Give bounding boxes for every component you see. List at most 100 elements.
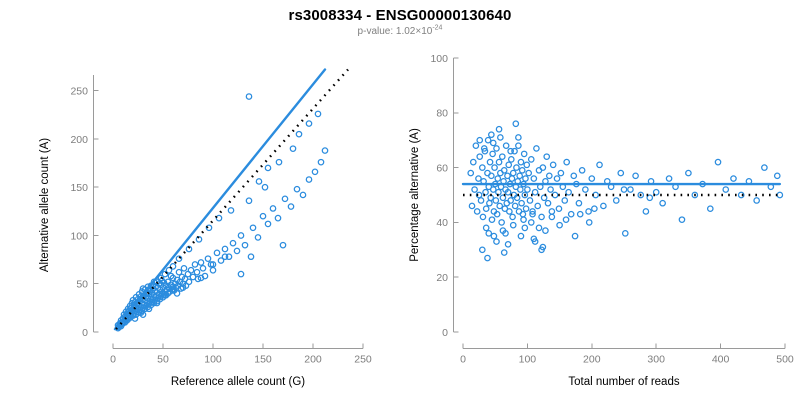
data-point	[588, 175, 596, 182]
pvalue-text: p-value: 1.02×10	[357, 26, 433, 37]
data-point	[209, 266, 217, 274]
data-point	[299, 191, 307, 199]
data-point	[531, 238, 539, 245]
data-point	[499, 194, 507, 202]
data-point	[531, 188, 539, 196]
data-point	[264, 164, 272, 172]
data-point	[499, 227, 507, 234]
trend-lines-layer	[461, 182, 782, 197]
data-point	[555, 205, 563, 213]
data-point	[517, 158, 525, 166]
data-point	[484, 254, 491, 262]
data-point	[544, 199, 552, 207]
y-axis-tick-label: 150	[70, 182, 88, 194]
pvalue-exponent: -24	[432, 24, 443, 32]
data-point	[488, 172, 495, 180]
data-point	[477, 197, 485, 204]
data-point	[173, 290, 181, 297]
data-point	[207, 261, 215, 268]
data-point	[533, 145, 540, 152]
data-point	[261, 183, 269, 191]
data-point	[475, 175, 482, 182]
data-point	[237, 232, 245, 239]
data-point	[175, 268, 183, 276]
data-point	[169, 286, 177, 293]
data-point	[556, 221, 563, 229]
x-axis-tick-label: 300	[647, 354, 665, 366]
data-point	[204, 255, 212, 262]
data-point	[131, 315, 139, 322]
data-point	[522, 205, 530, 213]
data-point	[199, 264, 207, 272]
y-axis-title: Alternative allele count (A)	[39, 138, 51, 272]
data-point	[518, 167, 526, 174]
data-point	[489, 150, 496, 158]
data-point	[245, 197, 253, 205]
data-point	[496, 202, 504, 210]
data-point	[279, 241, 287, 249]
y-axis-tick-label: 80	[436, 108, 448, 120]
x-axis-ticks: 0 100 200 300 400 500	[460, 343, 794, 366]
y-axis-tick-label: 0	[82, 327, 88, 339]
data-point	[522, 175, 529, 182]
data-point	[753, 197, 760, 204]
data-point	[567, 210, 575, 218]
data-point	[311, 168, 319, 176]
data-point	[730, 175, 737, 182]
data-point	[471, 186, 478, 193]
data-point	[476, 153, 484, 160]
data-point	[467, 169, 475, 177]
y-axis-tick-label: 250	[70, 86, 88, 98]
data-point	[530, 175, 538, 182]
x-axis-tick-label: 0	[110, 354, 116, 366]
data-point	[245, 93, 253, 100]
data-point	[761, 164, 768, 171]
data-point	[491, 164, 498, 171]
x-axis-tick-label: 200	[583, 354, 601, 366]
data-point	[518, 199, 525, 207]
data-point	[237, 270, 245, 278]
data-point	[305, 120, 313, 127]
data-point	[153, 299, 161, 307]
x-axis-tick-label: 100	[204, 354, 222, 366]
data-point	[493, 238, 500, 245]
data-point	[509, 213, 516, 221]
data-point	[179, 284, 187, 291]
data-point	[515, 142, 522, 150]
data-point	[563, 158, 571, 166]
data-point	[627, 186, 634, 193]
data-point	[665, 175, 673, 182]
data-point	[161, 270, 169, 278]
data-point	[145, 305, 153, 313]
data-point	[504, 240, 512, 248]
data-point	[486, 199, 493, 207]
data-point	[287, 203, 295, 210]
data-point	[642, 208, 650, 215]
data-point	[497, 134, 504, 141]
data-point	[600, 202, 607, 210]
data-point	[169, 263, 177, 270]
data-point	[473, 208, 481, 215]
data-point	[685, 169, 692, 177]
data-point	[274, 214, 282, 222]
data-point	[553, 175, 561, 182]
data-point	[551, 191, 559, 199]
y-axis-tick-label: 0	[442, 327, 448, 339]
data-point	[187, 266, 195, 274]
data-point	[512, 120, 520, 128]
data-point	[281, 195, 289, 203]
x-axis-ticks: 0 50 100 150 200 250	[110, 343, 372, 366]
data-point	[215, 214, 223, 222]
data-point	[523, 161, 531, 169]
data-point	[549, 161, 557, 169]
data-point	[249, 224, 257, 232]
data-point	[498, 153, 506, 160]
data-point	[548, 213, 556, 221]
data-point	[504, 188, 512, 196]
x-axis-tick-label: 250	[354, 354, 372, 366]
y-axis-ticks: 0 20 40 60 80 100	[430, 53, 459, 339]
data-point	[289, 145, 297, 152]
y-axis-tick-label: 50	[76, 279, 88, 291]
data-point	[578, 167, 586, 174]
data-point	[475, 191, 483, 199]
